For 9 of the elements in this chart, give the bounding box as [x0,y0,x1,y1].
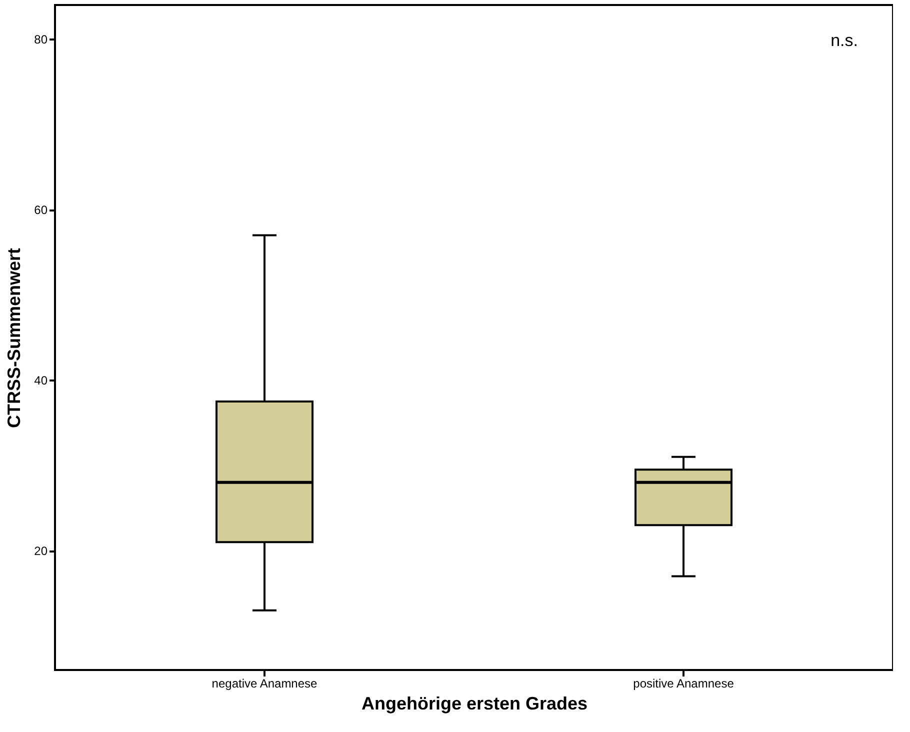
y-axis-title: CTRSS-Summenwert [4,248,24,428]
annotation: n.s. [830,31,858,50]
y-tick-label: 60 [34,203,48,218]
x-axis-title: Angehörige ersten Grades [361,694,588,714]
x-tick-label: positive Anamnese [633,676,734,690]
y-tick-label: 80 [34,32,48,47]
y-tick-label: 40 [34,374,48,388]
y-tick-label: 20 [34,544,48,558]
x-tick-label: negative Anamnese [212,676,318,690]
